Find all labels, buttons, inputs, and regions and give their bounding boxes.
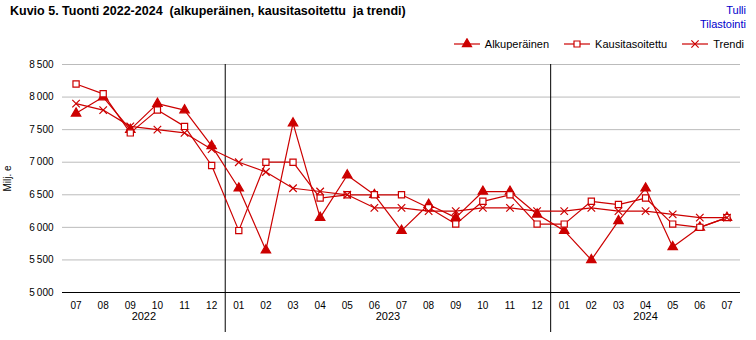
svg-text:7 000: 7 000 — [29, 156, 54, 167]
svg-text:5 500: 5 500 — [29, 254, 54, 265]
svg-text:10: 10 — [477, 300, 489, 311]
svg-text:8 500: 8 500 — [29, 59, 54, 70]
svg-text:04: 04 — [315, 300, 327, 311]
svg-text:2022: 2022 — [132, 310, 156, 322]
svg-text:2023: 2023 — [376, 310, 400, 322]
svg-text:02: 02 — [586, 300, 598, 311]
html-text:Kausitasoitettu: Kausitasoitettu — [595, 38, 668, 50]
svg-text:09: 09 — [125, 300, 137, 311]
svg-text:03: 03 — [613, 300, 625, 311]
svg-text:7 500: 7 500 — [29, 124, 54, 135]
svg-text:03: 03 — [287, 300, 299, 311]
svg-text:6 000: 6 000 — [29, 222, 54, 233]
svg-text:Milj. e: Milj. e — [2, 165, 13, 192]
svg-text:01: 01 — [559, 300, 571, 311]
svg-text:2024: 2024 — [633, 310, 657, 322]
svg-text:12: 12 — [532, 300, 544, 311]
svg-text:09: 09 — [450, 300, 462, 311]
svg-text:05: 05 — [667, 300, 679, 311]
html-text:Trendi: Trendi — [713, 38, 744, 50]
svg-text:07: 07 — [721, 300, 733, 311]
svg-text:02: 02 — [260, 300, 272, 311]
svg-text:01: 01 — [233, 300, 245, 311]
svg-text:11: 11 — [179, 300, 190, 311]
svg-text:07: 07 — [396, 300, 408, 311]
svg-text:8 000: 8 000 — [29, 91, 54, 102]
svg-text:08: 08 — [423, 300, 435, 311]
svg-text:10: 10 — [152, 300, 164, 311]
svg-text:12: 12 — [206, 300, 218, 311]
html-text:Alkuperäinen: Alkuperäinen — [484, 38, 550, 50]
svg-text:07: 07 — [70, 300, 82, 311]
html-text:Tulli Tilastointi: Tulli Tilastointi — [699, 4, 746, 30]
svg-text:04: 04 — [640, 300, 652, 311]
svg-text:5 000: 5 000 — [29, 287, 54, 298]
svg-text:06: 06 — [369, 300, 381, 311]
svg-text:6 500: 6 500 — [29, 189, 54, 200]
svg-text:06: 06 — [694, 300, 706, 311]
html-text:Kuvio 5. Tuonti 2022-2024 (alk: Kuvio 5. Tuonti 2022-2024 (alkuperäinen,… — [10, 4, 406, 18]
svg-text:08: 08 — [98, 300, 110, 311]
svg-text:05: 05 — [342, 300, 354, 311]
svg-text:11: 11 — [505, 300, 516, 311]
